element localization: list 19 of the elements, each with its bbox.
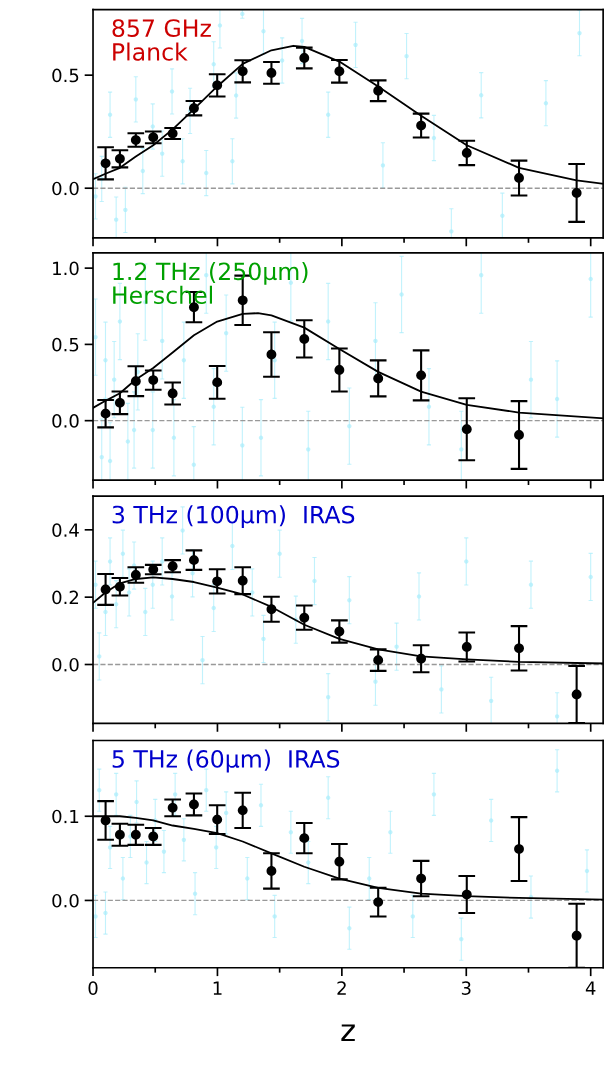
y-tick-label: 1.0 (53, 261, 79, 276)
y-tick-label: 0.5 (52, 337, 79, 352)
x-axis-title: z (341, 1024, 355, 1042)
x-tick-label: 2 (337, 981, 346, 995)
chart-title: 5 THz (60μm) IRAS (112, 749, 340, 773)
y-tick-label: 0.5 (52, 68, 79, 83)
y-tick-label: 0.0 (52, 657, 79, 672)
text: 857 GHz Planck (112, 19, 211, 61)
x-tick-label: 3 (461, 981, 471, 995)
y-tick-label: 0.2 (52, 590, 79, 605)
y-tick-label: 0.4 (52, 523, 79, 537)
chart-title: 3 THz (100μm) IRAS (112, 505, 355, 529)
y-tick-label: 0.1 (52, 809, 79, 824)
y-tick-label: 0.0 (52, 181, 79, 196)
x-tick-label: 4 (585, 981, 596, 995)
y-tick-label: 0.0 (52, 893, 79, 908)
y-tick-label: 0.0 (52, 414, 79, 428)
x-tick-label: 1 (213, 981, 222, 995)
x-tick-label: 0 (88, 981, 98, 995)
